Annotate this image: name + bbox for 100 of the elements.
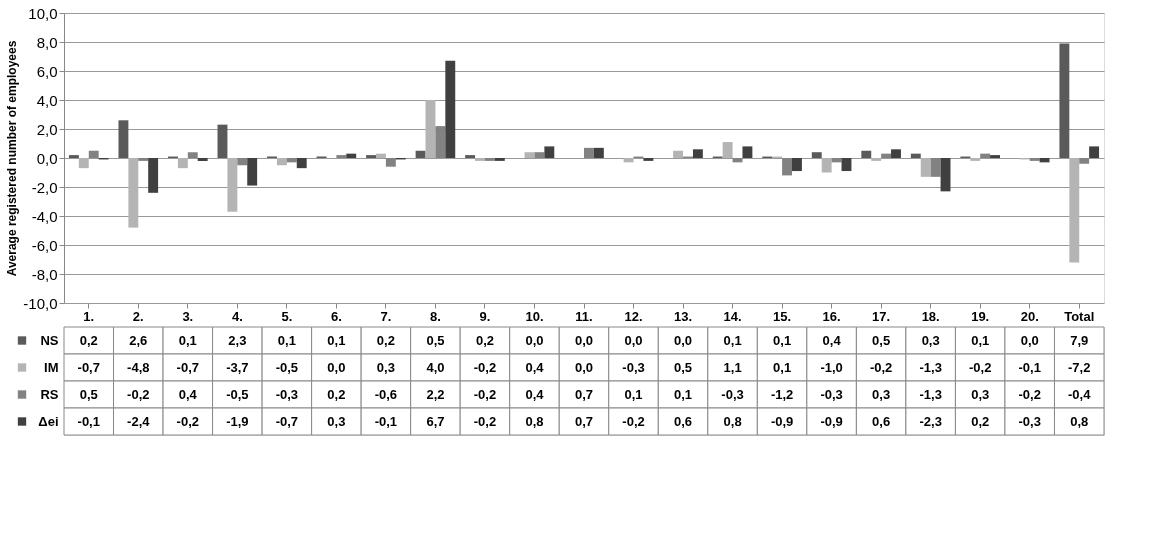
bar [237,158,248,166]
data-label: -0,2 [127,386,150,402]
data-label: 2,3 [228,332,247,348]
data-label: -0,2 [473,359,497,375]
data-label: -0,3 [275,386,299,402]
bar [148,158,159,193]
data-label: -0,9 [770,413,794,429]
bar [940,158,951,192]
data-label: 0,3 [872,386,891,402]
bar [831,158,842,163]
bar [1029,158,1040,161]
x-tick-label: 7. [380,308,392,324]
legend-label: IM [44,359,59,375]
x-tick-label: 18. [921,308,940,324]
bar [881,153,892,158]
data-label: 0,5 [674,359,693,375]
x-tick-label: 8. [430,308,441,324]
data-label: -0,2 [622,413,645,429]
bar [1059,43,1070,158]
bar [88,150,99,158]
bar [366,155,376,158]
bar [187,152,198,158]
data-label: 0,7 [574,413,594,429]
bar [990,155,1000,158]
data-label: -1,3 [919,359,942,375]
bar [296,158,307,169]
legend-label: NS [40,332,59,348]
y-tick-label: 2,0 [36,120,58,138]
data-label: -0,2 [869,359,893,375]
legend-label: RS [40,386,59,402]
y-tick-label: -8,0 [31,265,58,283]
data-label: -1,9 [226,413,249,429]
data-label: 1,1 [723,359,742,375]
y-tick-label: 10,0 [28,4,58,22]
data-label: -0,2 [176,413,200,429]
data-label: 0,1 [624,386,643,402]
data-label: 0,4 [822,332,842,348]
x-tick-label: 20. [1020,308,1039,324]
data-label: 6,7 [426,413,445,429]
bar [643,158,654,161]
bar [782,158,792,176]
x-tick-label: 5. [281,308,293,324]
bar [871,158,882,161]
data-label: 0,0 [327,359,346,375]
y-tick-label: 8,0 [36,33,58,51]
bar [286,158,297,163]
data-label: -3,7 [226,359,249,375]
data-label: -1,2 [770,386,794,402]
x-tick-label: 11. [575,308,593,324]
bar [930,158,941,177]
bar [276,158,287,166]
data-label: 0,1 [277,332,296,348]
data-label: 0,3 [376,359,395,375]
legend-label: Δei [38,413,59,429]
bar [425,100,436,158]
bar [68,155,79,158]
data-label: 0,7 [574,386,594,402]
bar [1069,158,1080,263]
bar [811,152,822,158]
bar [544,146,555,158]
bar [722,142,733,158]
data-label: 0,1 [674,386,693,402]
data-label: 0,0 [624,332,643,348]
data-label: 2,2 [426,386,445,402]
data-label: 0,8 [723,413,742,429]
data-label: 0,3 [327,413,346,429]
data-label: 0,3 [921,332,940,348]
bar [861,150,872,158]
data-label: 4,0 [426,359,445,375]
bar [623,158,634,163]
data-label: 0,2 [475,332,494,348]
bar [415,150,426,158]
data-label: -0,7 [275,413,299,429]
data-label: -0,6 [374,386,398,402]
data-label: -0,3 [721,386,744,402]
x-tick-label: 16. [822,308,841,324]
data-label: -1,3 [919,386,942,402]
data-label: 0,0 [525,332,544,348]
data-label: 0,0 [1020,332,1039,348]
y-tick-label: 6,0 [36,62,58,80]
data-label: -0,1 [77,413,100,429]
data-label: -4,8 [127,359,150,375]
y-tick-label: -10,0 [23,294,58,312]
x-tick-label: 9. [479,308,491,324]
bar [376,153,386,158]
data-label: -0,1 [1018,359,1041,375]
data-label: -0,7 [176,359,200,375]
bar [435,126,446,158]
data-label: -0,9 [820,413,843,429]
bar [465,155,476,158]
data-label: -0,3 [622,359,645,375]
data-label: 0,4 [178,386,198,402]
data-label: 0,8 [525,413,544,429]
bar [692,149,703,158]
bar [475,158,485,161]
bar [227,158,238,212]
x-tick-label: 10. [525,308,544,324]
bar [484,158,495,161]
data-label: -0,3 [820,386,843,402]
bar [78,158,89,169]
